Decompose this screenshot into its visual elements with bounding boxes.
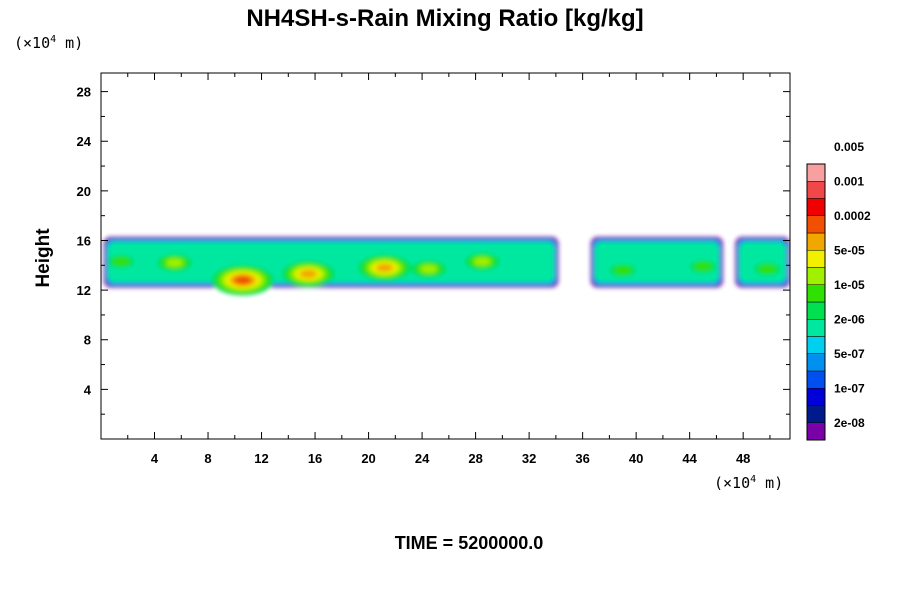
colorbar-swatch [806,232,826,251]
colorbar-swatch [806,388,826,406]
chart-title: NH4SH-s-Rain Mixing Ratio [kg/kg] [246,5,643,32]
colorbar-label: 1e-07 [834,381,865,395]
cloud-maximum-contour [166,258,184,268]
x-tick-label: 20 [361,451,375,466]
cloud-maximum-contour [234,275,252,285]
x-tick-label: 24 [415,451,430,466]
y-axis-label: Height [33,228,54,288]
colorbar-swatch [806,284,826,303]
colorbar-label: 1e-05 [834,278,865,292]
colorbar-swatch [806,301,826,320]
cloud-maximum-contour [694,262,712,271]
x-tick-label: 44 [682,451,697,466]
colorbar-frame [806,163,826,441]
colorbar-label: 5e-07 [834,347,865,361]
colorbar-label: 2e-08 [834,416,865,430]
cloud-maximum-contour [299,269,317,279]
y-tick-label: 4 [84,382,92,397]
colorbar: 2e-08 1e-07 5e-07 2e-06 1e-05 5e-05 0.0002 0.00… [806,140,871,441]
colorbar-swatch [806,422,826,441]
colorbar-label: 5e-05 [834,243,865,257]
y-tick-label: 12 [77,283,91,298]
colorbar-swatch [806,370,826,389]
x-tick-label: 8 [204,451,211,466]
colorbar-swatch [806,198,826,216]
cloud-maximum-contour [112,257,130,266]
colorbar-label: 0.001 [834,174,864,188]
colorbar-label: 0.005 [834,140,864,154]
cloud-maximum-contour [420,264,438,274]
x-tick-label: 16 [308,451,322,466]
y-unit-label: (×104 m) [14,34,83,52]
mixing-ratio-field [103,236,790,296]
colorbar-swatch [806,319,826,337]
cloud-maximum-contour [376,263,394,272]
cloud-maximum-contour [473,257,491,266]
colorbar-swatch [806,267,826,285]
colorbar-swatch [806,181,826,199]
x-tick-label: 28 [468,451,482,466]
colorbar-swatch [806,405,826,423]
x-tick-label: 12 [254,451,268,466]
plot-frame [100,72,791,440]
colorbar-label: 2e-06 [834,312,865,326]
y-tick-label: 28 [77,85,91,100]
y-tick-label: 16 [77,233,91,248]
x-tick-label: 36 [575,451,589,466]
x-tick-label: 40 [629,451,643,466]
colorbar-swatch [806,336,826,354]
y-tick-label: 20 [77,184,91,199]
colorbar-label: 0.0002 [834,209,871,223]
colorbar-swatch [806,215,826,234]
cloud-body-inner [739,241,786,283]
cloud-layer [103,236,790,296]
x-tick-label: 48 [736,451,750,466]
x-tick-label: 4 [151,451,159,466]
colorbar-swatch [806,353,826,372]
time-label: TIME = 5200000.0 [395,533,544,553]
x-tick-label: 32 [522,451,536,466]
y-tick-label: 8 [84,333,91,348]
colorbar-swatch [806,250,826,268]
x-unit-label: (×104 m) [714,474,783,492]
colorbar-swatch [806,163,826,182]
cloud-maximum-contour [758,264,776,274]
y-tick-label: 24 [77,134,92,149]
cloud-maximum-contour [614,266,632,275]
